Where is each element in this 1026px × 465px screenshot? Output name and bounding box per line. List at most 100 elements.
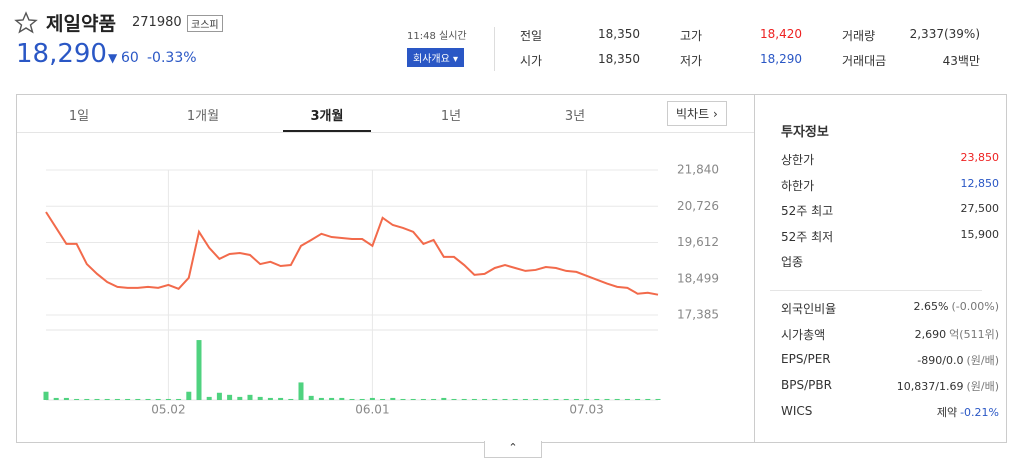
big-chart-button[interactable]: 빅차트 › [667,101,727,126]
change: 60 [121,50,139,66]
time: 11:48 실시간 [407,31,467,42]
y-tick-label: 19,612 [677,235,719,249]
volume-bar [114,398,120,400]
volume-bar [380,398,386,400]
chart-panel: 1일 1개월 3개월 1년 3년 빅차트 › [16,94,1007,443]
volume-bar [461,398,467,400]
chart: 17,385 18,499 19,612 20,726 21,840 05.02 06.01… [43,162,719,417]
volume-bar [451,398,457,400]
info-value: -890/0.0 (원/배) [917,352,999,368]
volume-bar [512,398,518,400]
volume-bar [645,398,651,400]
volume-bar [400,398,406,400]
price: 18,290 [16,39,107,69]
volume-bar [573,398,579,400]
info-value: 10,837/1.69 (원/배) [897,378,999,394]
volume-bar [237,396,243,400]
volume-bar [278,397,284,400]
stat-value: 18,290 [760,52,802,66]
volume-bar [63,397,69,400]
volume-bar [227,394,233,400]
volume-bar [471,398,477,400]
tab-underline [283,130,371,132]
stat-value: 2,337(39%) [909,27,980,41]
stat-label: 전일 [520,29,543,43]
value: 2,690 [914,328,947,341]
volume-bar [329,397,335,400]
stat-label: 시가 [520,54,543,68]
volume-bar [84,398,90,400]
volume-bar [492,398,498,400]
volume-bar [216,392,222,400]
note: (원/배) [966,354,999,367]
note: (-0.00%) [951,300,1000,313]
change-rate: -0.33% [147,50,197,66]
price-line [45,211,659,296]
note: 억(511위) [949,328,999,341]
volume-bar [257,396,263,400]
stat-label: 거래대금 [842,54,887,68]
value: 제약 [936,406,958,419]
volume-bar [247,394,253,400]
volume-bar [635,398,641,400]
volume-bar [155,398,161,400]
volume-bar [431,398,437,400]
tab[interactable]: 3개월 [310,109,344,124]
stat-label: 저가 [680,54,703,68]
volume-bar [145,398,151,400]
stat-value: 18,350 [598,52,640,66]
tab[interactable]: 1일 [68,109,90,124]
company-button[interactable]: 회사개요 ▾ [407,48,465,67]
tab[interactable]: 1년 [440,109,462,124]
stat-value: 43백만 [942,54,980,68]
volume-bar [614,398,620,400]
info-value: 27,500 [960,202,1000,215]
note: -0.21% [960,406,999,419]
y-tick-label: 20,726 [677,199,719,213]
stock-name: 제일약품 [46,13,116,35]
y-tick-label: 18,499 [677,271,719,285]
collapse-toggle[interactable]: ⌃ [484,441,542,458]
x-tick-label: 06.01 [355,403,389,417]
info-value: 2,690 억(511위) [915,326,999,342]
info-value: 23,850 [960,151,1000,164]
volume-bar [186,391,192,400]
volume-bar [135,398,141,400]
volume-bar [104,398,110,400]
favorite-star[interactable] [14,11,38,35]
market-badge: 코스피 [187,15,223,32]
volume-bar [267,397,273,400]
volume-bar [594,398,600,400]
info-label: 시가총액 [781,328,826,342]
tab[interactable]: 1개월 [186,109,220,124]
note: (원/배) [966,380,999,393]
sidebar-title: 투자정보 [781,125,829,140]
volume-bar [369,397,375,400]
volume-bar [522,398,528,400]
y-tick-label: 21,840 [677,162,719,176]
volume-bar [584,398,590,400]
info-label: WICS [781,404,813,418]
volume-bar [482,398,488,400]
volume-bar [339,397,345,400]
volume-bar [94,398,100,400]
volume-bar [318,397,324,400]
volume-bar [390,397,396,400]
volume-bar [655,398,661,400]
y-tick-label: 17,385 [677,308,719,322]
x-tick-label: 07.03 [569,403,603,417]
info-value: 2.65% (-0.00%) [914,300,999,313]
volume-bar [165,398,171,400]
volume-bar [196,340,202,400]
tab[interactable]: 3년 [564,109,586,124]
volume-bar [288,398,294,400]
volume-bar [206,396,212,400]
info-value: 제약 -0.21% [937,404,999,420]
info-label: EPS/PER [781,352,831,366]
triangle: ▼ [108,51,118,65]
volume-bar [43,391,49,400]
volume-bar [604,398,610,400]
value: -890/0.0 [917,354,964,367]
stat-value: 18,420 [760,27,802,41]
